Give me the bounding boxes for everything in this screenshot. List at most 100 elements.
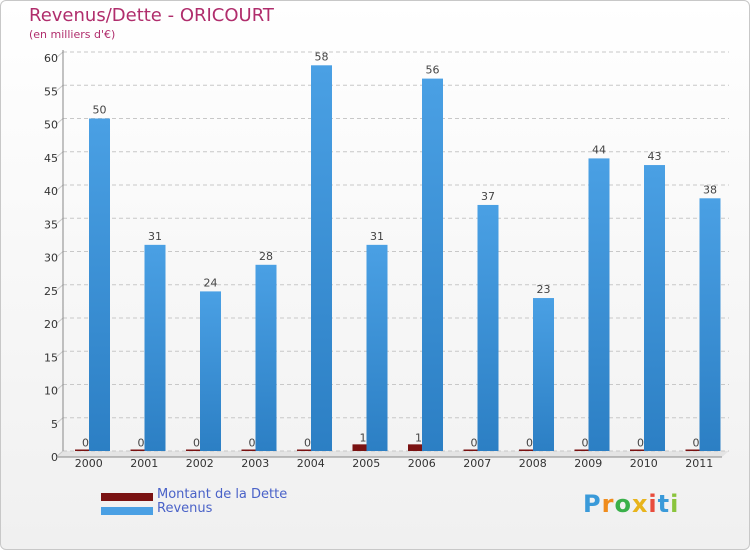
bar-dette	[574, 449, 596, 451]
bar-revenus	[200, 291, 221, 451]
data-label-revenus: 23	[537, 283, 551, 296]
grid-depth-30	[55, 251, 64, 258]
grid-depth-10	[55, 384, 64, 391]
data-label-dette: 1	[415, 431, 422, 444]
bar-revenus	[477, 204, 499, 451]
legend-label-revenus: Revenus	[157, 501, 213, 516]
bar-dette	[630, 449, 651, 451]
chart-title: Revenus/Dette - ORICOURT	[29, 5, 274, 26]
logo-letter: x	[631, 490, 649, 518]
data-label-dette: 0	[138, 437, 145, 450]
grid-depth-0	[55, 450, 64, 458]
data-label-revenus: 28	[259, 250, 273, 263]
bar-revenus	[311, 65, 332, 452]
logo-letter: i	[648, 490, 658, 518]
chart-subtitle: (en milliers d'€)	[29, 28, 116, 41]
chart-floor	[56, 451, 729, 457]
grid-depth-25	[55, 284, 64, 292]
bar-revenus	[255, 264, 277, 451]
x-tick-label: 2010	[630, 457, 658, 470]
bar-revenus	[533, 298, 554, 451]
bar-dette	[130, 449, 152, 451]
y-tick-label: 20	[44, 318, 58, 331]
bar-dette	[241, 449, 263, 451]
data-label-revenus: 37	[481, 190, 495, 203]
data-label-dette: 0	[193, 437, 200, 450]
grid-depth-20	[55, 317, 64, 325]
legend-swatch-dette	[101, 493, 153, 501]
x-tick-label: 2003	[241, 457, 269, 470]
grid-depth-5	[55, 417, 64, 425]
bar-revenus	[699, 198, 721, 451]
logo-letter: i	[670, 490, 680, 518]
y-tick-label: 45	[44, 152, 58, 165]
x-tick-label: 2000	[75, 457, 103, 470]
data-label-dette: 0	[693, 437, 700, 450]
grid-depth-40	[55, 184, 64, 192]
legend-swatch-revenus	[101, 507, 153, 515]
data-label-dette: 0	[637, 437, 644, 450]
bar-dette	[75, 449, 96, 451]
bar-revenus	[89, 118, 110, 451]
legend-label-dette: Montant de la Dette	[157, 487, 288, 502]
y-tick-label: 15	[44, 351, 58, 364]
bar-dette	[352, 444, 374, 451]
data-label-dette: 0	[82, 437, 89, 450]
bar-dette	[463, 449, 485, 451]
logo-letter: r	[601, 490, 615, 518]
grid-depth-55	[55, 84, 64, 92]
bar-revenus	[366, 244, 388, 451]
grid-depth-45	[55, 151, 64, 159]
bar-revenus	[644, 165, 665, 452]
x-tick-label: 2005	[352, 457, 380, 470]
proxiti-logo: Proxiti	[583, 490, 679, 518]
x-tick-label: 2001	[130, 457, 158, 470]
data-label-revenus: 43	[648, 150, 662, 163]
data-label-revenus: 44	[592, 143, 606, 156]
data-label-dette: 0	[249, 437, 256, 450]
x-tick-label: 2002	[186, 457, 214, 470]
y-tick-label: 10	[44, 385, 58, 398]
y-tick-label: 25	[44, 285, 58, 298]
x-tick-label: 2006	[408, 457, 436, 470]
logo-letter: P	[583, 490, 602, 518]
logo-letter: o	[614, 490, 632, 518]
bar-dette	[519, 449, 540, 451]
y-tick-label: 40	[44, 185, 58, 198]
bar-revenus	[144, 244, 166, 451]
y-tick-label: 5	[51, 418, 58, 431]
y-tick-label: 55	[44, 85, 58, 98]
data-label-revenus: 31	[370, 230, 384, 243]
x-tick-label: 2009	[574, 457, 602, 470]
y-tick-label: 50	[44, 119, 58, 132]
bar-revenus	[422, 78, 443, 451]
data-label-dette: 0	[471, 437, 478, 450]
data-label-revenus: 38	[703, 183, 717, 196]
data-label-revenus: 58	[315, 50, 329, 63]
data-label-revenus: 50	[93, 104, 107, 117]
logo-letter: t	[657, 490, 671, 518]
y-tick-label: 30	[44, 252, 58, 265]
bar-revenus	[588, 158, 610, 451]
grid-depth-15	[55, 350, 64, 358]
y-tick-label: 60	[44, 52, 58, 65]
data-label-dette: 0	[304, 437, 311, 450]
data-label-dette: 0	[582, 437, 589, 450]
x-tick-label: 2007	[463, 457, 491, 470]
y-tick-label: 0	[51, 451, 58, 464]
grid-depth-50	[55, 118, 64, 125]
grid-depth-60	[55, 51, 64, 59]
y-tick-label: 35	[44, 218, 58, 231]
data-label-revenus: 31	[148, 230, 162, 243]
data-label-revenus: 56	[426, 64, 440, 77]
x-tick-label: 2008	[519, 457, 547, 470]
bar-dette	[186, 449, 207, 451]
grid-depth-35	[55, 217, 64, 225]
data-label-revenus: 24	[204, 276, 218, 289]
bar-dette	[685, 449, 707, 451]
x-tick-label: 2004	[297, 457, 325, 470]
data-label-dette: 1	[360, 431, 367, 444]
bar-dette	[408, 444, 429, 451]
